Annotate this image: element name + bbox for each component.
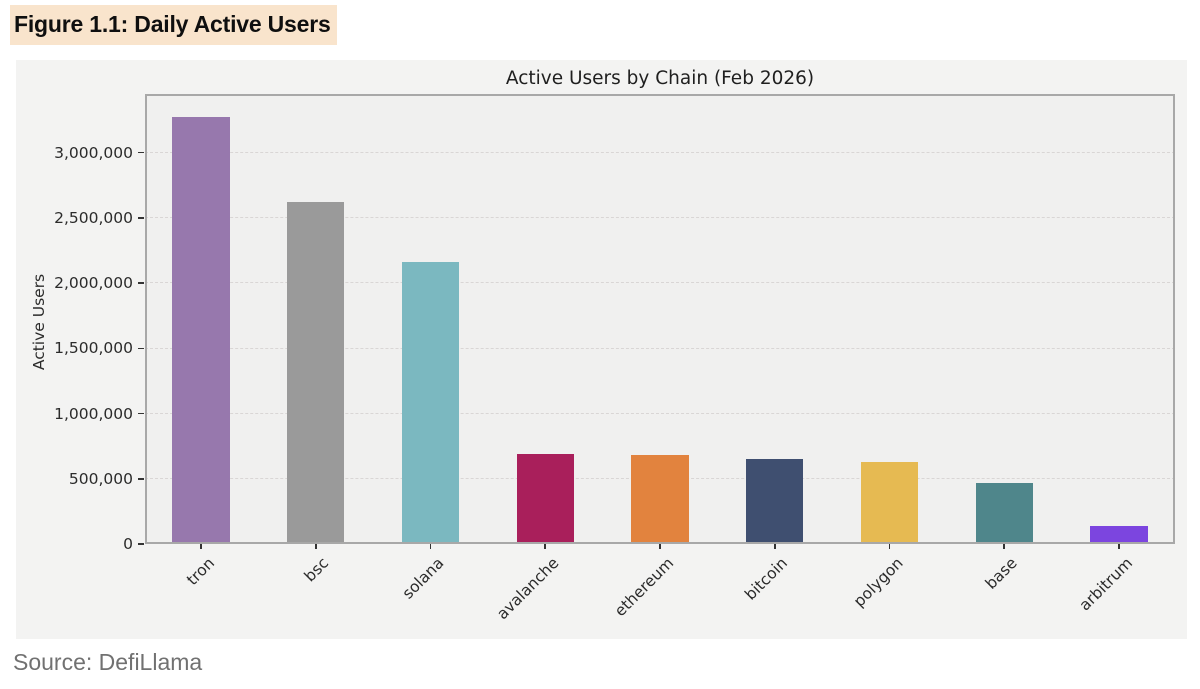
y-tick-mark [138,347,144,350]
bar-arbitrum [1090,525,1148,544]
y-tick-label: 1,000,000 [54,404,133,423]
x-tick-mark [773,544,776,549]
bar-polygon [860,461,919,544]
bar-avalanche [516,454,574,544]
x-tick-label: ethereum [610,554,677,621]
x-tick-label: bsc [301,554,333,586]
x-tick-mark [1118,544,1120,549]
bar-bsc [287,201,345,544]
x-tick-mark [314,544,317,549]
x-tick-label: solana [398,554,448,603]
x-tick-label: base [982,554,1021,593]
plot-area [145,94,1175,544]
y-tick-label: 0 [123,535,133,553]
y-tick-label: 3,000,000 [54,143,133,162]
bar-tron [172,117,230,544]
x-tick-label: tron [182,554,218,589]
x-tick-mark [200,544,202,549]
y-tick-mark [138,282,144,284]
y-tick-mark [138,151,144,154]
gridline-1000000 [145,412,1175,414]
bar-bitcoin [746,459,804,544]
y-tick-mark [138,412,144,415]
y-tick-mark [138,477,144,480]
x-tick-label: avalanche [492,554,562,624]
x-tick-mark [429,544,432,549]
gridline-2500000 [145,217,1175,219]
figure-caption: Figure 1.1: Daily Active Users [10,5,337,45]
y-tick-label: 1,500,000 [54,339,133,358]
x-tick-mark [1003,544,1006,549]
gridline-1500000 [145,347,1175,349]
y-tick-label: 500,000 [68,469,133,488]
y-tick-mark [138,217,144,219]
y-tick-label: 2,500,000 [54,208,133,227]
y-tick-label: 2,000,000 [54,274,133,293]
x-tick-label: arbitrum [1075,554,1136,615]
x-tick-mark [544,544,547,549]
x-tick-mark [888,544,891,549]
gridline-3000000 [145,151,1175,153]
bar-solana [401,262,460,544]
chart-title: Active Users by Chain (Feb 2026) [505,68,815,89]
x-tick-mark [659,544,661,549]
gridline-2000000 [145,282,1175,284]
bar-base [975,482,1033,544]
y-tick-mark [138,543,144,545]
x-tick-label: bitcoin [741,554,792,604]
chart-panel: Active Users by Chain (Feb 2026) Active … [16,60,1187,639]
bar-ethereum [631,455,689,544]
source-caption: Source: DefiLlama [13,649,203,675]
x-tick-label: polygon [849,554,907,611]
